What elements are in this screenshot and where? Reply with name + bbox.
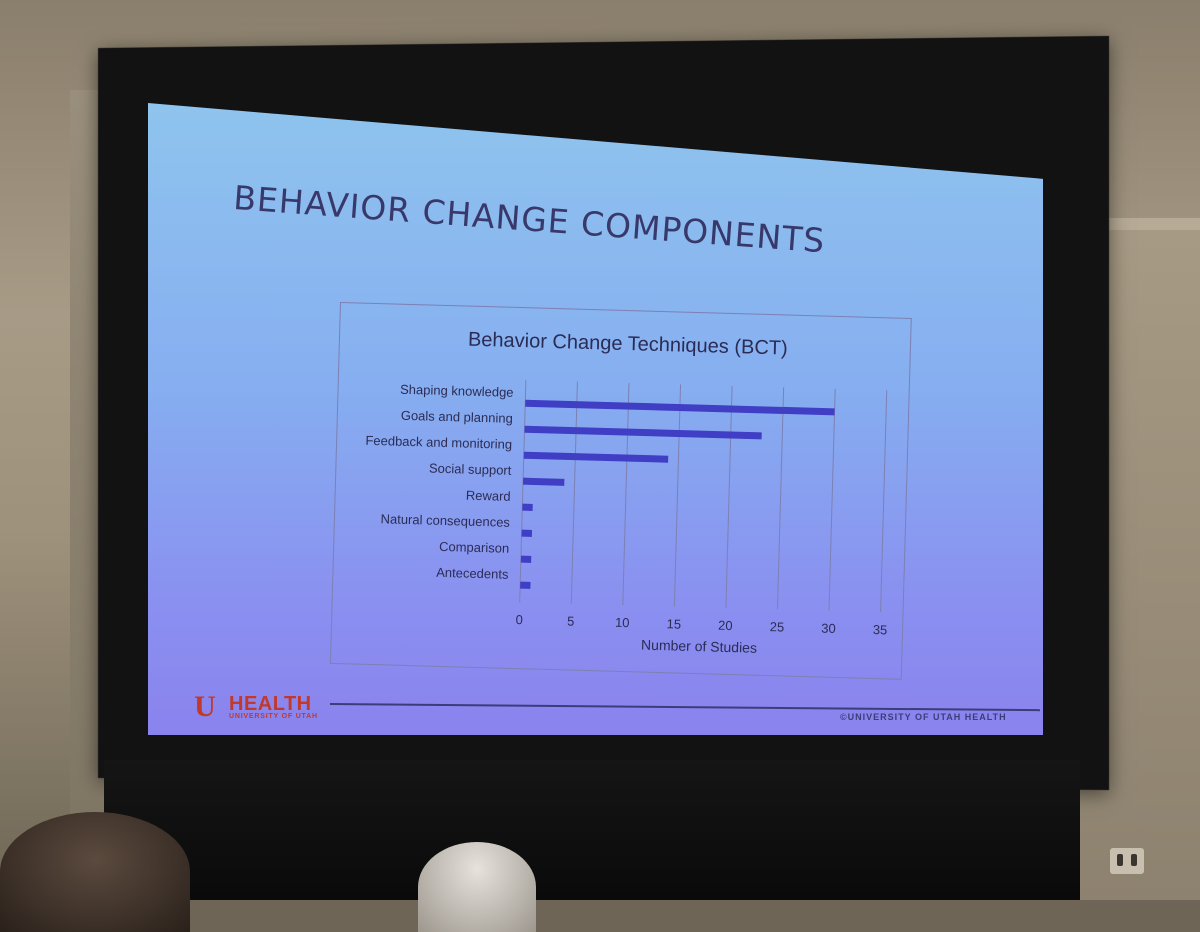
y-category-label: Comparison bbox=[439, 539, 509, 556]
audience-head-center bbox=[418, 842, 536, 932]
bar bbox=[524, 426, 761, 440]
logo-subtext: UNIVERSITY OF UTAH bbox=[229, 713, 318, 720]
x-tick-label: 20 bbox=[718, 618, 733, 633]
bar bbox=[521, 556, 532, 563]
chart-container: Behavior Change Techniques (BCT) 0 5 10 15 2… bbox=[330, 302, 912, 680]
x-tick-label: 15 bbox=[666, 616, 681, 631]
screen-skirt bbox=[104, 760, 1080, 900]
y-category-label: Antecedents bbox=[436, 565, 509, 582]
x-tick-label: 30 bbox=[821, 621, 836, 636]
gridline bbox=[777, 387, 783, 609]
gridline bbox=[520, 380, 526, 602]
y-category-label: Shaping knowledge bbox=[400, 382, 514, 400]
bar bbox=[523, 478, 564, 486]
bar bbox=[522, 530, 533, 537]
footer-copyright: ©UNIVERSITY OF UTAH HEALTH bbox=[840, 712, 1007, 722]
gridline bbox=[674, 385, 680, 607]
audience-head-left bbox=[0, 812, 190, 932]
bar bbox=[522, 504, 533, 511]
outlet-icon bbox=[1110, 848, 1144, 874]
y-category-label: Goals and planning bbox=[401, 408, 513, 426]
y-category-label: Reward bbox=[466, 488, 511, 504]
x-tick-label: 35 bbox=[873, 622, 888, 637]
u-logo-icon: U bbox=[187, 693, 223, 721]
x-tick-label: 10 bbox=[615, 615, 630, 630]
bar-chart: 0 5 10 15 20 25 30 35 Shaping knowledge Goals and… bbox=[331, 303, 911, 679]
y-category-label: Social support bbox=[429, 461, 512, 478]
bar bbox=[520, 582, 531, 589]
y-category-label: Feedback and monitoring bbox=[365, 433, 512, 452]
x-tick-label: 5 bbox=[567, 613, 575, 628]
gridline bbox=[726, 386, 732, 608]
gridline bbox=[571, 382, 577, 604]
x-tick-label: 25 bbox=[770, 619, 785, 634]
x-axis-label: Number of Studies bbox=[641, 637, 757, 656]
y-category-label: Natural consequences bbox=[380, 511, 510, 530]
x-tick-label: 0 bbox=[515, 612, 523, 627]
bar bbox=[524, 452, 669, 463]
gridline bbox=[881, 390, 887, 612]
gridline bbox=[829, 389, 835, 611]
gridline bbox=[623, 383, 629, 605]
